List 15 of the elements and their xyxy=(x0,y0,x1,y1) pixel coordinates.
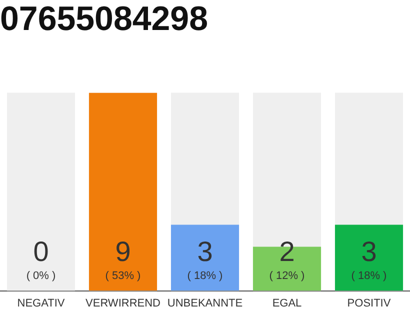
x-tick-label: UNBEKANNTE xyxy=(167,297,243,310)
data-label: 3 xyxy=(197,236,213,267)
x-tick-label: POSITIV xyxy=(347,297,392,310)
x-tick-label: EGAL xyxy=(272,297,302,310)
data-label: 9 xyxy=(115,236,131,267)
annotation: ( 18% ) xyxy=(351,270,387,282)
data-label: 3 xyxy=(361,236,377,267)
annotation: ( 53% ) xyxy=(105,270,141,282)
annotation: ( 18% ) xyxy=(187,270,223,282)
chart-title: 07655084298 xyxy=(0,0,208,38)
x-tick-label: NEGATIV xyxy=(17,297,66,310)
annotation: ( 12% ) xyxy=(269,270,305,282)
x-tick-label: VERWIRREND xyxy=(86,297,161,310)
annotation: ( 0% ) xyxy=(26,270,56,282)
data-label: 0 xyxy=(33,236,49,267)
